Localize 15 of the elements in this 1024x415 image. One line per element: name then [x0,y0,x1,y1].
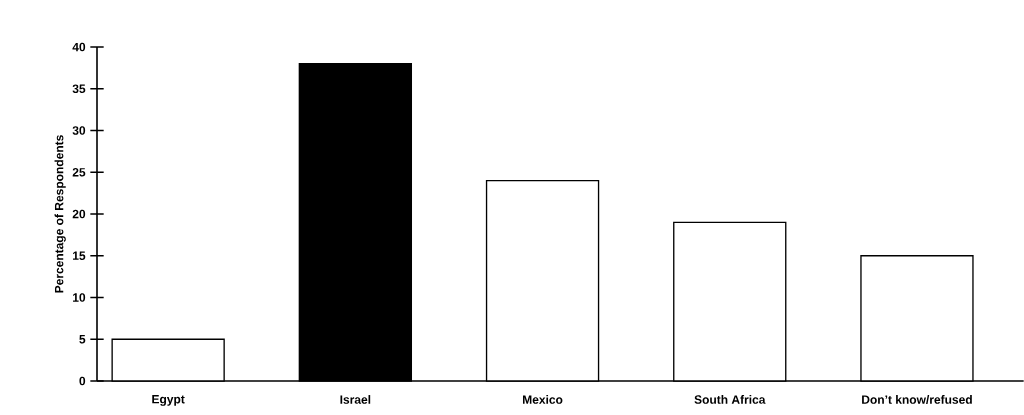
y-tick-label: 25 [72,168,86,177]
y-tick-label: 30 [72,126,86,135]
y-tick-label: 0 [79,376,86,386]
y-tick-label: 20 [72,209,86,219]
y-tick-label: 10 [73,293,86,302]
y-tick-label: 40 [72,42,86,52]
x-tick-label: South Africa [694,395,766,404]
x-tick-label: Israel [340,395,371,404]
y-tick-label: 15 [73,251,86,260]
y-tick-label: 35 [72,84,86,93]
x-tick-label: Mexico [523,395,563,404]
x-tick-label: Egypt [152,395,185,406]
y-tick-label: 5 [79,335,86,344]
x-tick-label: Don’t know/refused [862,395,972,404]
y-axis-title: Percentage of Respondents [54,135,66,293]
